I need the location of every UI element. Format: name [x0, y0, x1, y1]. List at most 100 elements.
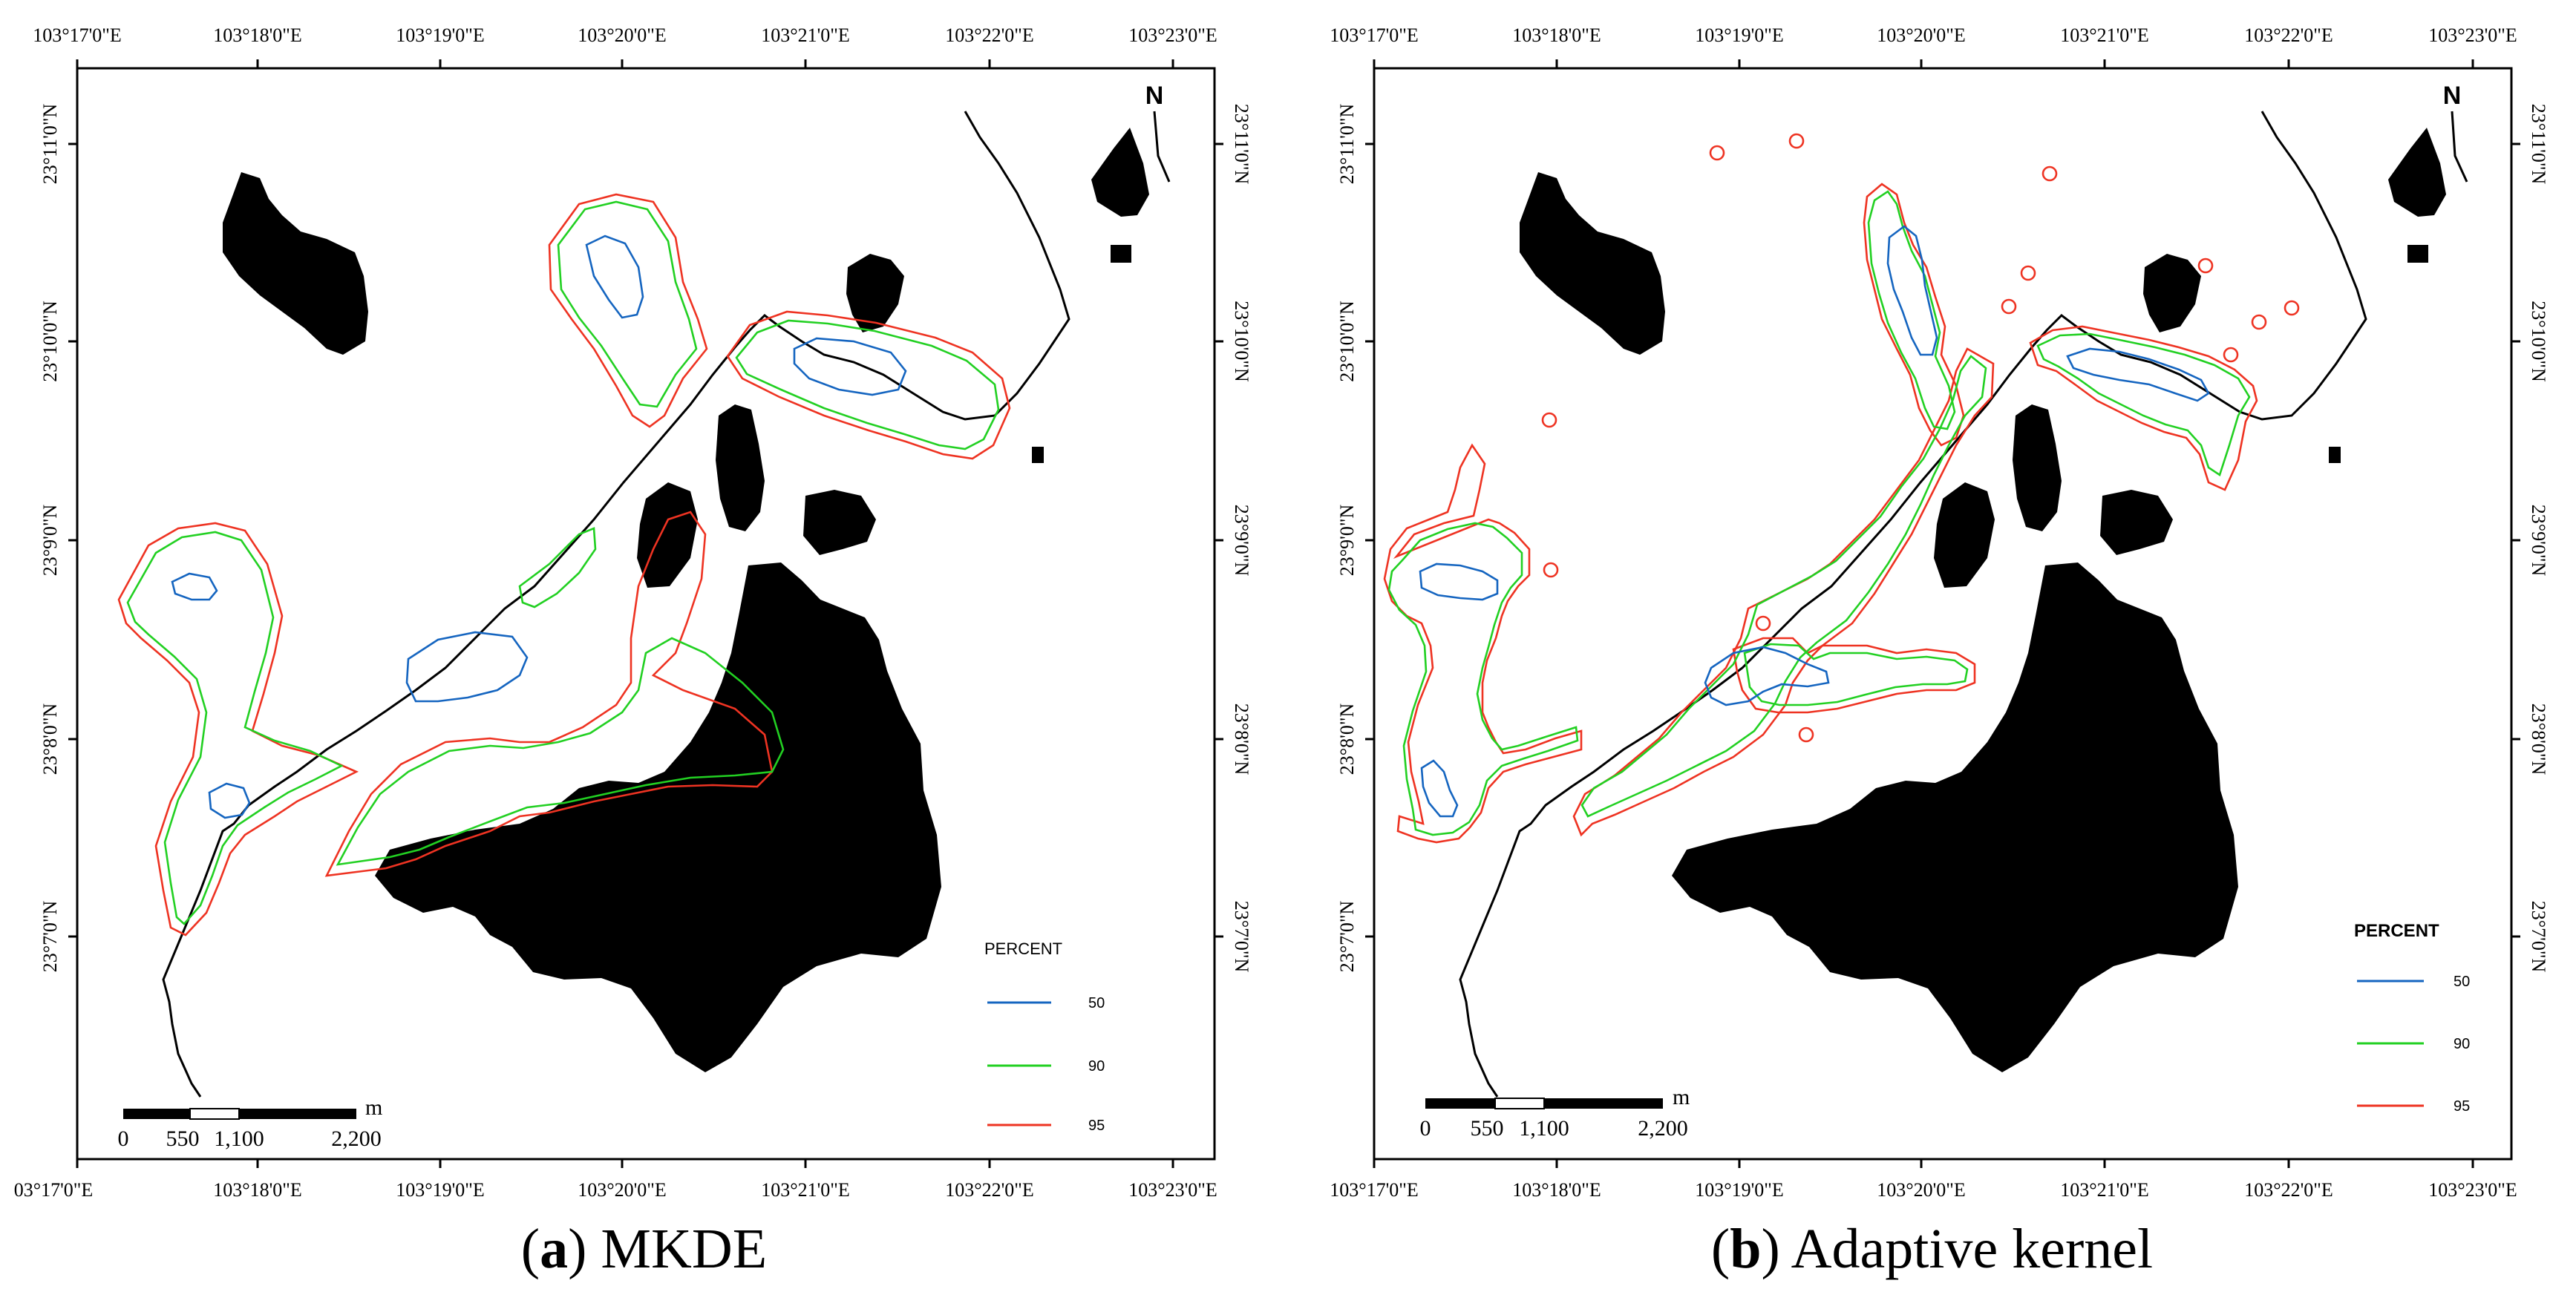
north-label: N [1145, 82, 1164, 110]
left-coord-label: 23°7'0"N [1336, 901, 1358, 973]
trajectory-line [162, 111, 1070, 1098]
top-coord-label: 103°20'0"E [1877, 24, 1966, 46]
island-center-mid [637, 482, 698, 588]
island-center-tall [716, 404, 765, 531]
caption-b: (b) Adaptive kernel [1710, 1218, 2154, 1280]
left-coord-label: 23°10'0"N [1336, 301, 1358, 382]
outlier-point [2251, 314, 2267, 330]
island-northeast [1091, 128, 1149, 217]
top-coord-label: 103°23'0"E [2428, 24, 2517, 46]
home-range-95-west [1383, 443, 1583, 844]
home-range-90-corridor [1580, 355, 1987, 818]
bottom-coord-label: 103°18'0"E [213, 1179, 302, 1201]
map-frame [1373, 67, 2513, 1161]
island-center-mid [1934, 482, 1995, 588]
legend-label-95: 95 [1088, 1118, 1105, 1134]
north-arrow: N [2443, 82, 2468, 183]
scale-bar: 0 550 1,100 2,200 m [118, 1095, 383, 1151]
home-range-90-west [1387, 522, 1579, 836]
home-range-90-north [557, 200, 698, 408]
isopleths-95 [117, 193, 1011, 937]
north-arrow: N [1145, 82, 1171, 183]
left-coord-label: 23°9'0"N [39, 505, 61, 577]
top-coord-label: 103°22'0"E [2244, 24, 2333, 46]
right-coord-label: 23°9'0"N [2528, 505, 2549, 577]
scale-label: 1,100 [1519, 1116, 1569, 1141]
top-coord-label: 103°18'0"E [1512, 24, 1601, 46]
core-area-50-north [1886, 225, 1938, 356]
island-northwest [223, 172, 368, 355]
bottom-coord-labels: 103°17'0"E 103°18'0"E 103°19'0"E 103°20'… [1330, 1179, 2517, 1201]
home-range-95-corridor [1572, 347, 1995, 837]
right-coord-label: 23°10'0"N [2528, 301, 2549, 382]
islet-east [1032, 447, 1044, 463]
outlier-point [2223, 347, 2239, 363]
left-coord-labels: 23°11'0"N 23°10'0"N 23°9'0"N 23°8'0"N 23… [39, 104, 61, 973]
legend-title: PERCENT [2354, 921, 2439, 941]
map-a: 103°17'0"E 103°18'0"E 103°19'0"E 103°20'… [14, 24, 1252, 1201]
bottom-coord-label: 103°23'0"E [1128, 1179, 1217, 1201]
tick-marks [68, 59, 1223, 1168]
core-area-50-west [1419, 562, 1499, 601]
legend: PERCENT 50 90 95 [984, 939, 1105, 1134]
right-coord-label: 23°9'0"N [1231, 505, 1252, 577]
island-northeast [2388, 128, 2446, 217]
scale-unit: m [1673, 1085, 1690, 1109]
right-coord-label: 23°8'0"N [2528, 703, 2549, 775]
legend-label-95: 95 [2454, 1098, 2470, 1115]
outlier-point [1541, 412, 1557, 428]
top-coord-labels: 103°17'0"E 103°18'0"E 103°19'0"E 103°20'… [1330, 24, 2517, 46]
caption-text: Adaptive kernel [1791, 1218, 2154, 1280]
right-coord-label: 23°10'0"N [1231, 301, 1252, 382]
top-coord-label: 103°22'0"E [945, 24, 1034, 46]
left-coord-label: 23°11'0"N [1336, 104, 1358, 185]
left-coord-label: 23°7'0"N [39, 901, 61, 973]
outlier-point [2041, 165, 2058, 182]
bottom-coord-label: 103°19'0"E [1695, 1179, 1784, 1201]
island-large-south [375, 562, 941, 1072]
scale-label: 1,100 [214, 1126, 264, 1151]
top-coord-label: 103°21'0"E [761, 24, 850, 46]
top-coord-label: 103°19'0"E [396, 24, 485, 46]
scale-unit: m [365, 1095, 382, 1120]
legend-title: PERCENT [984, 939, 1062, 958]
outlier-point [1788, 133, 1805, 149]
home-range-95-northeast [2029, 325, 2258, 491]
tick-marks [1365, 59, 2520, 1168]
island-center-right [2100, 490, 2173, 555]
trajectory-line [1459, 111, 2367, 1098]
scale-label: 550 [1471, 1116, 1504, 1141]
outlier-point [2001, 298, 2017, 315]
right-coord-label: 23°11'0"N [2528, 104, 2549, 185]
left-coord-label: 23°8'0"N [1336, 703, 1358, 775]
home-range-90-northeast [735, 319, 1000, 450]
bottom-coord-label: 103°22'0"E [2244, 1179, 2333, 1201]
panel-a: 103°17'0"E 103°18'0"E 103°19'0"E 103°20'… [0, 0, 1288, 1280]
outlier-point [2197, 258, 2214, 274]
bottom-coord-label: 103°20'0"E [578, 1179, 667, 1201]
home-range-90-north [1867, 190, 1956, 430]
island-north-central [846, 254, 904, 332]
top-coord-label: 103°20'0"E [578, 24, 667, 46]
scale-label: 550 [166, 1126, 200, 1151]
bottom-coord-label: 103°22'0"E [945, 1179, 1034, 1201]
bottom-coord-label: 103°18'0"E [1512, 1179, 1601, 1201]
outlier-point [2284, 300, 2300, 316]
scale-label: 2,200 [1638, 1116, 1688, 1141]
legend-label-50: 50 [1088, 995, 1105, 1011]
caption-letter: a [540, 1218, 569, 1280]
bottom-coord-label: 103°21'0"E [761, 1179, 850, 1201]
bottom-coord-label: 103°20'0"E [1877, 1179, 1966, 1201]
scale-label: 0 [118, 1126, 129, 1151]
legend-label-50: 50 [2454, 974, 2470, 990]
isopleths-90 [1387, 190, 2251, 836]
caption-text: MKDE [601, 1218, 768, 1280]
core-area-50-northeast [793, 337, 907, 396]
core-area-50-northeast [2066, 347, 2210, 402]
islet-northeast [2407, 245, 2428, 263]
caption-a: (a) MKDE [520, 1218, 768, 1280]
outlier-point [1755, 615, 1771, 632]
outlier-point [1543, 562, 1559, 578]
home-range-95-center-spur [1732, 637, 1976, 714]
scale-bar: 0 550 1,100 2,200 m [1420, 1085, 1690, 1141]
